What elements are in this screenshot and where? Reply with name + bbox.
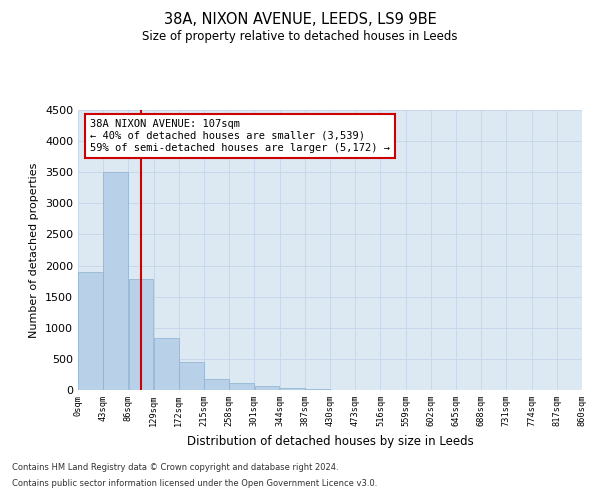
Bar [229, 384, 254, 390]
Text: 38A NIXON AVENUE: 107sqm
← 40% of detached houses are smaller (3,539)
59% of sem: 38A NIXON AVENUE: 107sqm ← 40% of detach… [90, 120, 390, 152]
Y-axis label: Number of detached properties: Number of detached properties [29, 162, 40, 338]
Bar [103, 172, 128, 390]
Bar [254, 386, 280, 390]
Text: Contains HM Land Registry data © Crown copyright and database right 2024.: Contains HM Land Registry data © Crown c… [12, 464, 338, 472]
Bar [204, 379, 229, 390]
Text: 38A, NIXON AVENUE, LEEDS, LS9 9BE: 38A, NIXON AVENUE, LEEDS, LS9 9BE [164, 12, 436, 28]
Bar [128, 279, 154, 390]
Bar [305, 389, 330, 390]
Bar [154, 338, 179, 390]
Bar [179, 362, 204, 390]
Text: Contains public sector information licensed under the Open Government Licence v3: Contains public sector information licen… [12, 478, 377, 488]
Bar [280, 388, 305, 390]
Text: Size of property relative to detached houses in Leeds: Size of property relative to detached ho… [142, 30, 458, 43]
X-axis label: Distribution of detached houses by size in Leeds: Distribution of detached houses by size … [187, 434, 473, 448]
Bar [78, 272, 103, 390]
